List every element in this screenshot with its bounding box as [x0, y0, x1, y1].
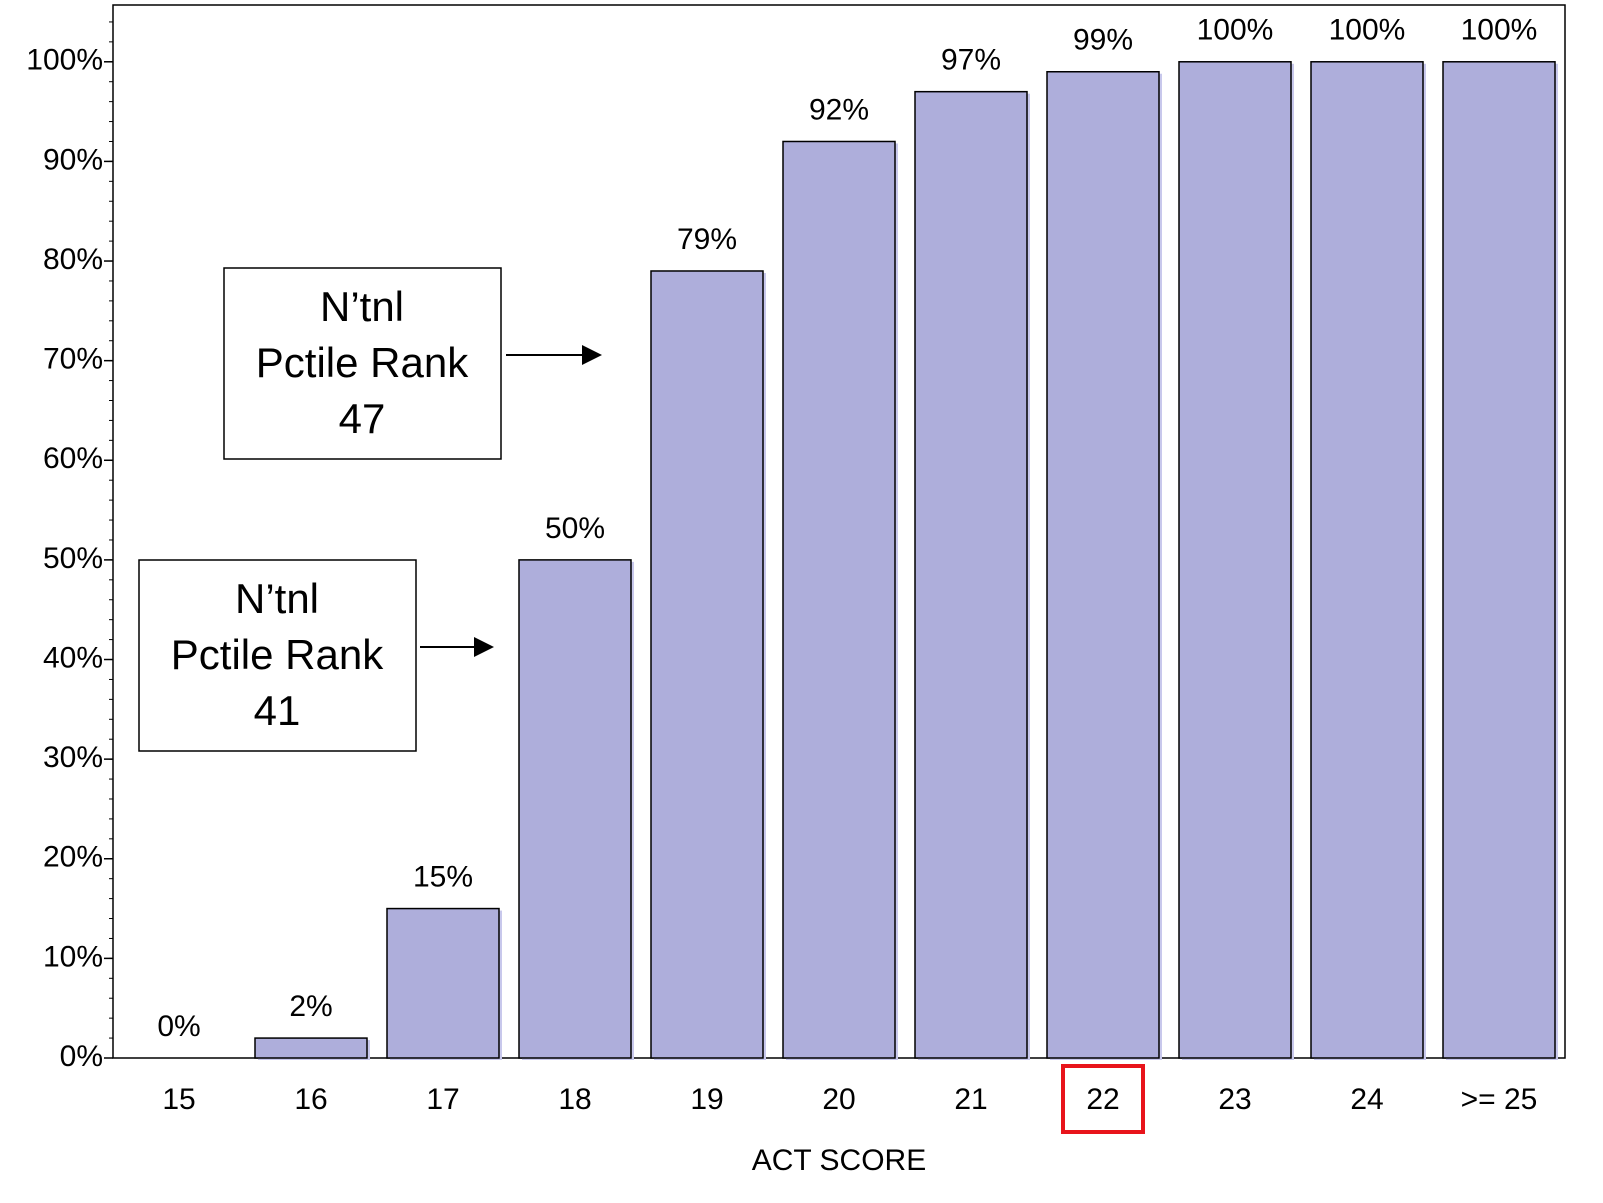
y-tick-label: 0% [60, 1040, 103, 1073]
x-tick-label: 15 [162, 1083, 195, 1116]
y-tick-label: 50% [43, 542, 103, 575]
annotation-box [138, 559, 417, 752]
x-tick-label: >= 25 [1461, 1083, 1538, 1116]
value-label: 2% [289, 990, 332, 1023]
value-label: 97% [941, 44, 1001, 77]
annotation-text: 47 [339, 395, 386, 442]
y-tick-label: 80% [43, 243, 103, 276]
bar [254, 1037, 368, 1059]
value-label: 0% [157, 1010, 200, 1043]
bar [1442, 61, 1556, 1059]
bar [1178, 61, 1292, 1059]
annotation-text: Pctile Rank [171, 631, 384, 678]
y-tick-label: 70% [43, 343, 103, 376]
y-tick-label: 90% [43, 143, 103, 176]
x-tick-label: 23 [1218, 1083, 1251, 1116]
x-tick-label: 22 [1086, 1083, 1119, 1116]
value-label: 92% [809, 93, 869, 126]
value-label: 100% [1461, 14, 1538, 47]
bar [914, 90, 1028, 1059]
value-label: 99% [1073, 24, 1133, 57]
y-tick-label: 10% [43, 940, 103, 973]
value-label: 50% [545, 512, 605, 545]
annotation-text: N’tnl [235, 575, 319, 622]
bar [386, 907, 500, 1059]
bar [650, 270, 764, 1059]
annotation-text: N’tnl [320, 283, 404, 330]
annotation-text: Pctile Rank [256, 339, 469, 386]
x-tick-label: 18 [558, 1083, 591, 1116]
annotation-text: 41 [254, 687, 301, 734]
y-tick-label: 40% [43, 641, 103, 674]
highlight-box [1061, 1064, 1145, 1134]
bar [782, 140, 896, 1059]
value-label: 100% [1197, 14, 1274, 47]
value-label: 79% [677, 223, 737, 256]
y-tick-label: 60% [43, 442, 103, 475]
annotation-box [223, 267, 502, 460]
bar [1046, 70, 1160, 1059]
x-tick-label: 24 [1350, 1083, 1383, 1116]
x-tick-label: 17 [426, 1083, 459, 1116]
y-tick-label: 100% [26, 44, 103, 77]
y-tick-label: 30% [43, 741, 103, 774]
y-tick-label: 20% [43, 841, 103, 874]
value-label: 15% [413, 860, 473, 893]
bar [1310, 61, 1424, 1059]
x-tick-label: 20 [822, 1083, 855, 1116]
x-tick-label: 16 [294, 1083, 327, 1116]
bar [518, 559, 632, 1059]
x-tick-label: 21 [954, 1083, 987, 1116]
x-axis-label: ACT SCORE [752, 1144, 926, 1177]
value-label: 100% [1329, 14, 1406, 47]
x-tick-label: 19 [690, 1083, 723, 1116]
